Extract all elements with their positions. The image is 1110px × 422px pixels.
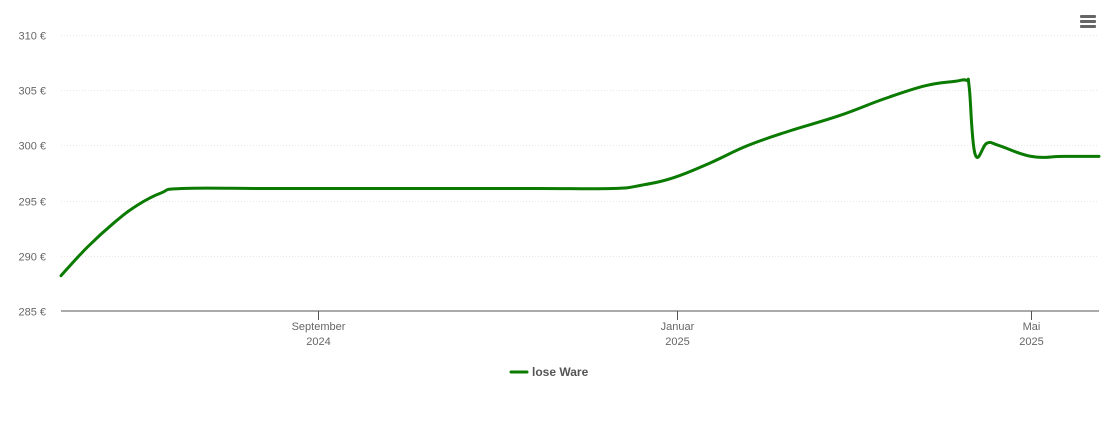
y-tick-label: 295 € [18, 197, 46, 209]
x-tick-label-year: 2025 [1019, 336, 1043, 348]
y-tick-label: 300 € [18, 141, 46, 153]
legend[interactable]: lose Ware [509, 365, 589, 379]
y-tick-label: 290 € [18, 252, 46, 264]
y-tick-label: 285 € [18, 307, 46, 319]
menu-bar-1 [1080, 15, 1096, 18]
x-tick-label-year: 2025 [665, 336, 689, 348]
grid-lines [61, 35, 1099, 257]
series-line[interactable] [59, 77, 1101, 278]
x-tick-label-year: 2024 [306, 336, 330, 348]
x-tick-label-month: Januar [661, 321, 695, 333]
menu-bar-3 [1080, 25, 1096, 28]
x-axis: September 2024 Januar 2025 Mai 2025 [61, 310, 1099, 348]
x-tick-label-month: September [292, 321, 346, 333]
y-tick-label: 305 € [18, 86, 46, 98]
menu-bar-2 [1080, 20, 1096, 23]
legend-label[interactable]: lose Ware [532, 365, 589, 379]
hamburger-menu-icon[interactable] [1076, 12, 1100, 32]
y-tick-label: 310 € [18, 31, 46, 43]
series-layer [59, 77, 1101, 278]
y-axis: 285 € 290 € 295 € 300 € 305 € 310 € [18, 31, 46, 319]
x-tick-label-month: Mai [1023, 321, 1041, 333]
